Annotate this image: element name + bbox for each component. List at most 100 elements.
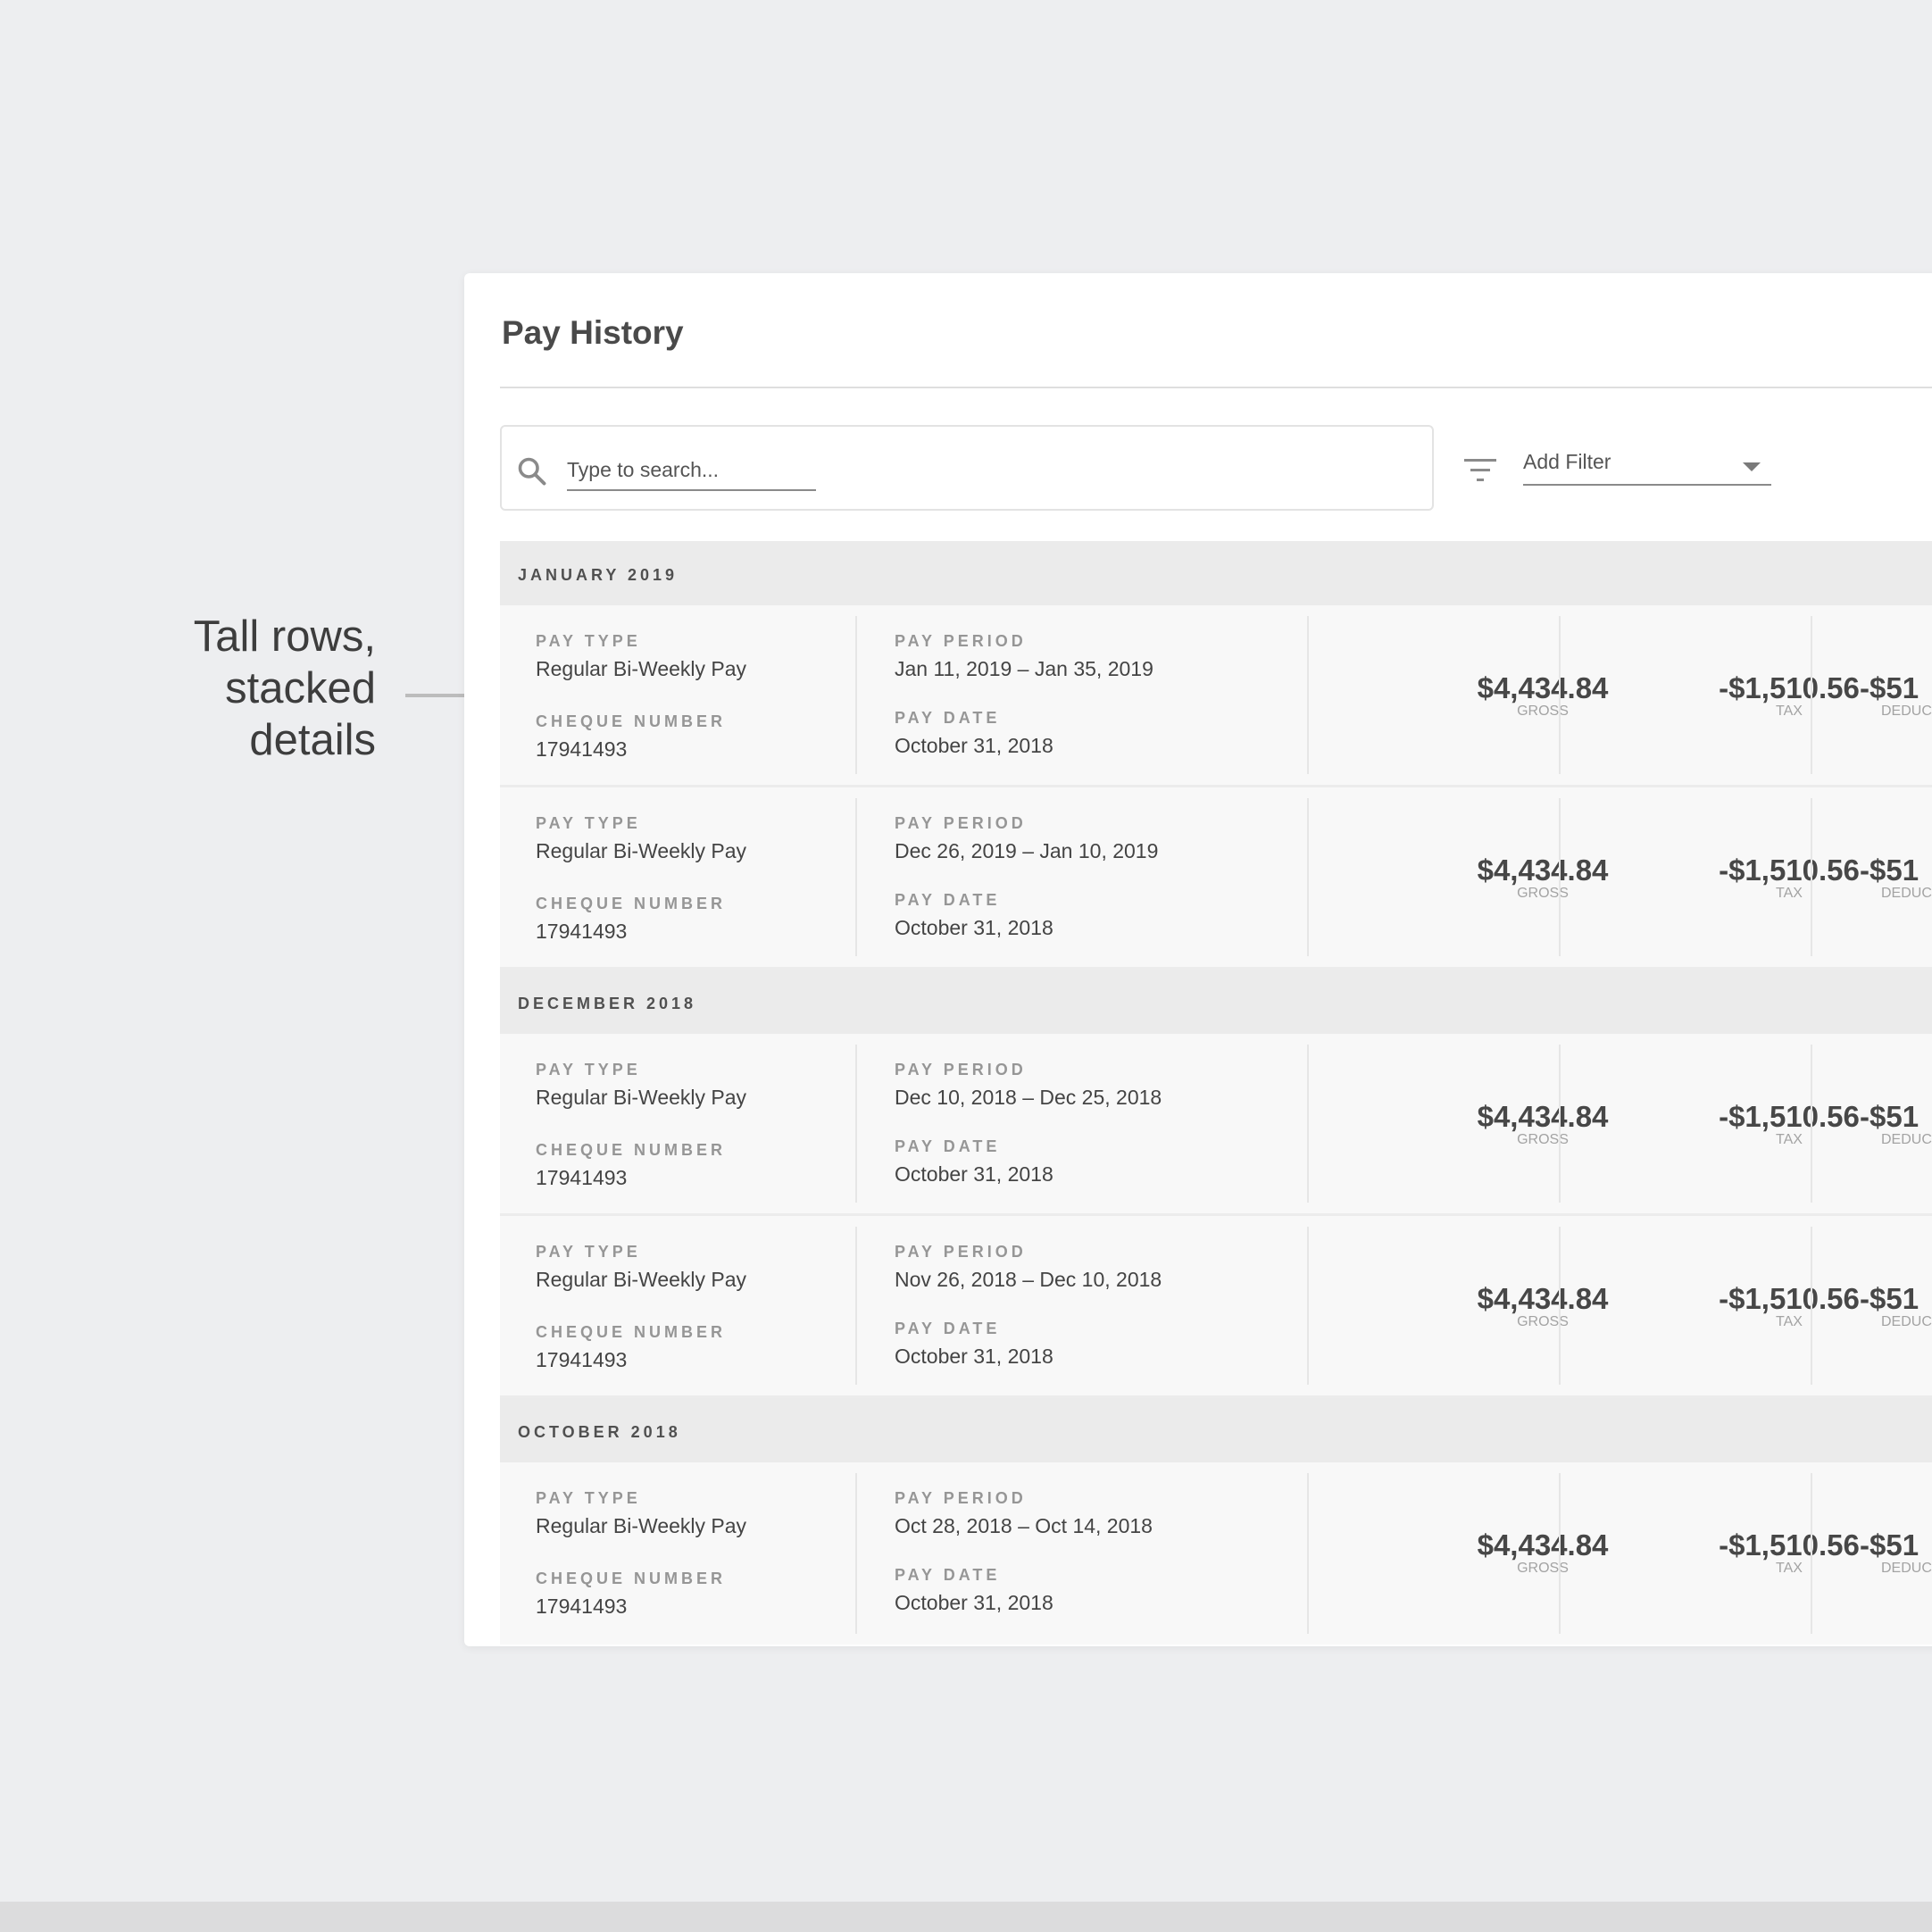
deductions-amount: -$51 <box>1860 1100 1920 1133</box>
group-header: OCTOBER 2018 <box>500 1398 1932 1462</box>
filter-icon[interactable] <box>1464 459 1496 482</box>
deductions-amount: -$51 <box>1860 1282 1920 1315</box>
tax-amount: -$1,510.56 <box>1719 1282 1860 1315</box>
cheque-number-value: 17941493 <box>536 920 628 943</box>
deductions-label: DEDUC <box>1881 886 1932 901</box>
column-divider <box>1811 798 1812 956</box>
column-divider <box>1307 1473 1309 1634</box>
title-divider <box>500 387 1932 388</box>
gross-amount: $4,434.84 <box>1477 1282 1609 1315</box>
cheque-number-value: 17941493 <box>536 737 628 761</box>
column-divider <box>1307 616 1309 774</box>
deductions-label: DEDUC <box>1881 1561 1932 1576</box>
pay-type-label: PAY TYPE <box>536 632 641 650</box>
gross-label: GROSS <box>1517 1132 1569 1147</box>
tax-label: TAX <box>1776 1561 1803 1576</box>
column-divider <box>1559 798 1561 956</box>
pay-history-card: Pay History Add Filter JANUARY 2019 PAY T… <box>464 273 1932 1646</box>
pay-date-label: PAY DATE <box>895 1566 1001 1584</box>
add-filter-label: Add Filter <box>1523 450 1611 473</box>
table-row[interactable]: PAY TYPE Regular Bi-Weekly Pay CHEQUE NUMB… <box>500 1034 1932 1216</box>
pay-date-label: PAY DATE <box>895 1320 1001 1337</box>
pay-date-value: October 31, 2018 <box>895 916 1053 939</box>
pay-type-label: PAY TYPE <box>536 814 641 832</box>
tax-amount: -$1,510.56 <box>1719 1100 1860 1133</box>
pay-date-value: October 31, 2018 <box>895 734 1053 757</box>
pay-type-value: Regular Bi-Weekly Pay <box>536 1086 747 1109</box>
group-header-label: OCTOBER 2018 <box>518 1423 681 1441</box>
deductions-column: -$51 DEDUC <box>1806 1034 1932 1213</box>
pay-period-value: Dec 26, 2019 – Jan 10, 2019 <box>895 839 1159 862</box>
pay-period-value: Nov 26, 2018 – Dec 10, 2018 <box>895 1268 1162 1291</box>
column-divider <box>1559 1227 1561 1385</box>
deductions-column: -$51 DEDUC <box>1806 605 1932 785</box>
column-divider <box>1559 1045 1561 1203</box>
column-divider <box>1811 1473 1812 1634</box>
tax-label: TAX <box>1776 1132 1803 1147</box>
table-row[interactable]: PAY TYPE Regular Bi-Weekly Pay CHEQUE NUMB… <box>500 1462 1932 1645</box>
gross-amount: $4,434.84 <box>1477 1100 1609 1133</box>
gross-amount: $4,434.84 <box>1477 1528 1609 1561</box>
column-divider <box>1559 1473 1561 1634</box>
tax-amount: -$1,510.56 <box>1719 671 1860 704</box>
pay-period-value: Jan 11, 2019 – Jan 35, 2019 <box>895 657 1153 680</box>
search-box[interactable] <box>500 425 1434 511</box>
column-divider <box>1307 1227 1309 1385</box>
column-divider <box>855 616 857 774</box>
cheque-number-label: CHEQUE NUMBER <box>536 1570 727 1587</box>
deductions-amount: -$51 <box>1860 1528 1920 1561</box>
cheque-number-value: 17941493 <box>536 1595 628 1618</box>
group-header-label: DECEMBER 2018 <box>518 995 697 1012</box>
column-divider <box>855 1227 857 1385</box>
group-header: DECEMBER 2018 <box>500 970 1932 1034</box>
column-divider <box>1811 616 1812 774</box>
pay-date-label: PAY DATE <box>895 891 1001 909</box>
search-input[interactable] <box>567 450 816 491</box>
deductions-column: -$51 DEDUC <box>1806 787 1932 967</box>
pay-date-value: October 31, 2018 <box>895 1345 1053 1368</box>
add-filter-dropdown[interactable]: Add Filter <box>1523 448 1771 486</box>
column-divider <box>855 1045 857 1203</box>
column-divider <box>1559 616 1561 774</box>
pay-period-label: PAY PERIOD <box>895 632 1027 650</box>
gross-label: GROSS <box>1517 1314 1569 1329</box>
tax-amount: -$1,510.56 <box>1719 1528 1860 1561</box>
group-header: JANUARY 2019 <box>500 541 1932 605</box>
pay-period-label: PAY PERIOD <box>895 1243 1027 1261</box>
pay-date-value: October 31, 2018 <box>895 1591 1053 1614</box>
column-divider <box>855 798 857 956</box>
search-icon <box>518 457 546 486</box>
pay-type-value: Regular Bi-Weekly Pay <box>536 1268 747 1291</box>
pay-type-value: Regular Bi-Weekly Pay <box>536 839 747 862</box>
pay-period-value: Dec 10, 2018 – Dec 25, 2018 <box>895 1086 1162 1109</box>
pay-period-label: PAY PERIOD <box>895 1489 1027 1507</box>
column-divider <box>1307 1045 1309 1203</box>
deductions-amount: -$51 <box>1860 671 1920 704</box>
column-divider <box>1307 798 1309 956</box>
tax-label: TAX <box>1776 704 1803 719</box>
deductions-label: DEDUC <box>1881 1132 1932 1147</box>
pay-period-label: PAY PERIOD <box>895 1061 1027 1078</box>
pay-type-label: PAY TYPE <box>536 1061 641 1078</box>
tax-label: TAX <box>1776 886 1803 901</box>
gross-label: GROSS <box>1517 886 1569 901</box>
pay-date-label: PAY DATE <box>895 709 1001 727</box>
tax-label: TAX <box>1776 1314 1803 1329</box>
gross-amount: $4,434.84 <box>1477 671 1609 704</box>
table-row[interactable]: PAY TYPE Regular Bi-Weekly Pay CHEQUE NUMB… <box>500 787 1932 970</box>
cheque-number-label: CHEQUE NUMBER <box>536 1141 727 1159</box>
cheque-number-label: CHEQUE NUMBER <box>536 712 727 730</box>
pay-period-value: Oct 28, 2018 – Oct 14, 2018 <box>895 1514 1153 1537</box>
table-row[interactable]: PAY TYPE Regular Bi-Weekly Pay CHEQUE NUMB… <box>500 1216 1932 1398</box>
cheque-number-value: 17941493 <box>536 1348 628 1371</box>
gross-label: GROSS <box>1517 704 1569 719</box>
cheque-number-label: CHEQUE NUMBER <box>536 895 727 912</box>
gross-amount: $4,434.84 <box>1477 854 1609 887</box>
deductions-amount: -$51 <box>1860 854 1920 887</box>
table-row[interactable]: PAY TYPE Regular Bi-Weekly Pay CHEQUE NUMB… <box>500 605 1932 787</box>
pay-history-table: JANUARY 2019 PAY TYPE Regular Bi-Weekly Pa… <box>500 541 1932 1645</box>
chevron-down-icon <box>1743 462 1761 471</box>
column-divider <box>1811 1045 1812 1203</box>
column-divider <box>1811 1227 1812 1385</box>
deductions-column: -$51 DEDUC <box>1806 1462 1932 1645</box>
